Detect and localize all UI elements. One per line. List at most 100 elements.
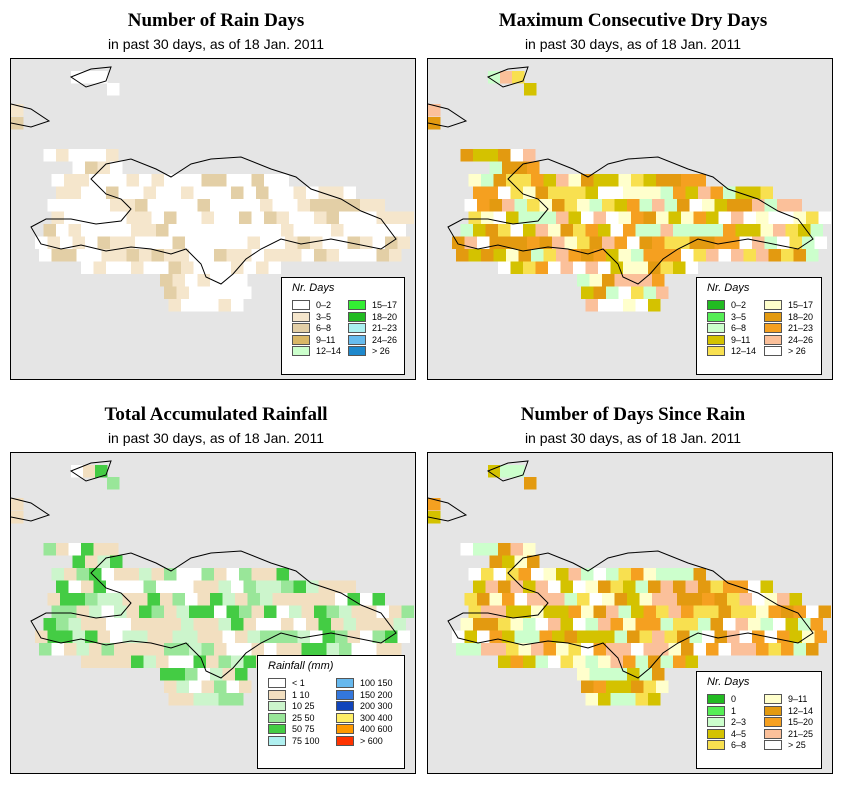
grid-cell (318, 224, 331, 237)
grid-cell (531, 568, 544, 581)
legend-item: 9–11 (292, 334, 335, 345)
grid-cells (11, 71, 414, 312)
grid-cell (118, 186, 131, 199)
grid-cell (510, 149, 523, 162)
grid-cell (664, 593, 677, 606)
grid-cell (306, 186, 319, 199)
grid-cell (585, 655, 598, 668)
grid-cell (206, 224, 219, 237)
legend-label: 21–23 (372, 323, 398, 333)
grid-cell (293, 580, 306, 593)
grid-cell (193, 299, 206, 312)
grid-cell (710, 224, 723, 237)
grid-cell (360, 593, 373, 606)
grid-cell (164, 249, 177, 262)
grid-cell (523, 543, 536, 556)
grid-cell (693, 174, 706, 187)
grid-cell (76, 643, 89, 656)
legend-swatch (336, 689, 354, 700)
grid-cell (673, 186, 686, 199)
grid-cell (147, 630, 160, 643)
grid-cell (589, 630, 602, 643)
grid-cell (581, 643, 594, 656)
grid-cell (276, 605, 289, 618)
grid-cell (43, 543, 56, 556)
legend-label: 21–23 (788, 323, 814, 333)
map-canvas (11, 460, 414, 706)
legend-item: > 26 (348, 346, 390, 356)
legend-item: 0–2 (292, 300, 331, 310)
grid-cell (656, 680, 669, 693)
grid-cell (197, 630, 210, 643)
grid-cell (168, 618, 181, 631)
grid-cell (531, 174, 544, 187)
legend-swatch (707, 300, 725, 310)
grid-cell (268, 580, 281, 593)
grid-cell (614, 593, 627, 606)
grid-cell (485, 149, 498, 162)
grid-cell (806, 211, 819, 224)
grid-cell (556, 643, 569, 656)
grid-cell (556, 174, 569, 187)
grid-cell (156, 618, 169, 631)
grid-cell (535, 580, 548, 593)
grid-cell (639, 236, 652, 249)
grid-cell (660, 618, 673, 631)
coastline (486, 66, 529, 88)
grid-cell (710, 618, 723, 631)
grid-cell (206, 580, 219, 593)
grid-cell (147, 236, 160, 249)
grid-cell (652, 274, 665, 287)
grid-cell (193, 693, 206, 706)
grid-cell (131, 655, 144, 668)
grid-cells (428, 71, 831, 312)
grid-cell (789, 630, 802, 643)
grid-cell (218, 693, 231, 706)
grid-cell (351, 211, 364, 224)
grid-cell (668, 174, 681, 187)
grid-cell (222, 236, 235, 249)
grid-cell (251, 605, 264, 618)
grid-cell (72, 236, 85, 249)
grid-cell (93, 186, 106, 199)
grid-cell (752, 593, 765, 606)
grid-cell (201, 211, 214, 224)
grid-cell (468, 568, 481, 581)
legend-label: 6–8 (731, 740, 747, 750)
grid-cell (514, 161, 527, 174)
grid-cell (693, 605, 706, 618)
grid-cell (460, 618, 473, 631)
grid-cell (673, 618, 686, 631)
grid-cell (376, 249, 389, 262)
grid-cell (743, 605, 756, 618)
grid-cell (264, 249, 277, 262)
grid-cell (56, 149, 69, 162)
grid-cell (614, 199, 627, 212)
grid-cell (160, 236, 173, 249)
grid-cell (498, 543, 511, 556)
grid-cell (351, 249, 364, 262)
grid-cell (172, 593, 185, 606)
grid-cell (710, 580, 723, 593)
grid-cell (477, 236, 490, 249)
grid-cell (122, 630, 135, 643)
grid-cell (460, 149, 473, 162)
grid-cell (143, 224, 156, 237)
map-canvas (428, 66, 831, 312)
grid-cell (581, 680, 594, 693)
legend-swatch (348, 346, 366, 356)
legend-item: > 26 (764, 346, 806, 356)
grid-cell (614, 236, 627, 249)
grid-cell (548, 655, 561, 668)
grid-cell (693, 249, 706, 262)
legend-label: 200 300 (360, 701, 393, 711)
grid-cell (83, 71, 96, 84)
grid-cell (122, 593, 135, 606)
grid-cell (181, 299, 194, 312)
grid-cells (428, 465, 831, 706)
grid-cell (618, 174, 631, 187)
grid-cell (339, 643, 352, 656)
grid-cell (577, 668, 590, 681)
grid-cell (773, 224, 786, 237)
grid-cell (514, 555, 527, 568)
